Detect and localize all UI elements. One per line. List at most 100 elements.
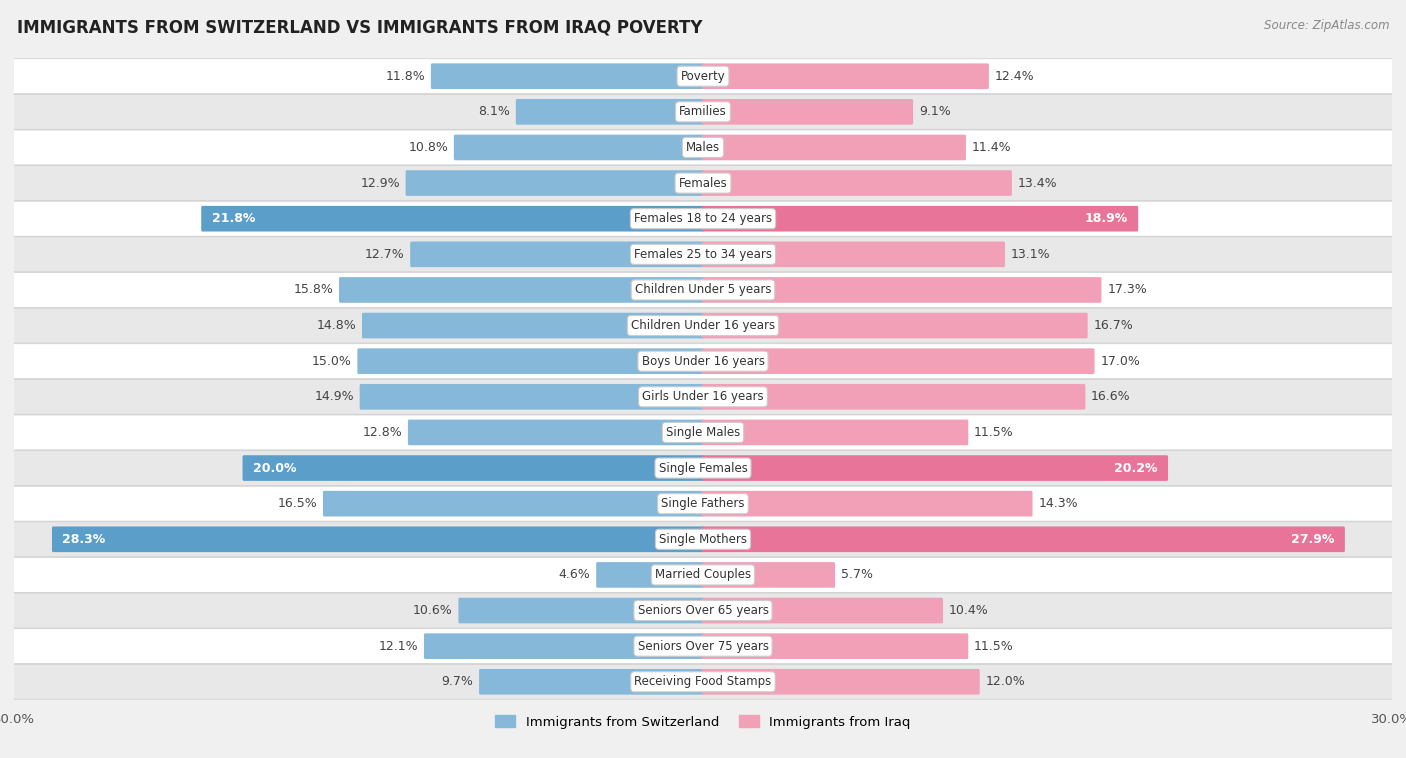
FancyBboxPatch shape: [425, 634, 704, 659]
Text: 13.4%: 13.4%: [1018, 177, 1057, 190]
Text: 4.6%: 4.6%: [558, 568, 591, 581]
Text: 12.8%: 12.8%: [363, 426, 402, 439]
FancyBboxPatch shape: [702, 99, 912, 124]
FancyBboxPatch shape: [458, 598, 704, 623]
Text: 14.9%: 14.9%: [315, 390, 354, 403]
Text: Poverty: Poverty: [681, 70, 725, 83]
Text: 11.5%: 11.5%: [974, 426, 1014, 439]
FancyBboxPatch shape: [14, 343, 1392, 379]
Text: Females: Females: [679, 177, 727, 190]
Text: 12.9%: 12.9%: [360, 177, 399, 190]
Legend: Immigrants from Switzerland, Immigrants from Iraq: Immigrants from Switzerland, Immigrants …: [491, 710, 915, 735]
Text: Single Mothers: Single Mothers: [659, 533, 747, 546]
FancyBboxPatch shape: [405, 171, 704, 196]
FancyBboxPatch shape: [14, 95, 1392, 130]
FancyBboxPatch shape: [702, 491, 1032, 516]
Text: Families: Families: [679, 105, 727, 118]
FancyBboxPatch shape: [702, 64, 988, 89]
Text: 12.1%: 12.1%: [378, 640, 418, 653]
FancyBboxPatch shape: [323, 491, 704, 516]
FancyBboxPatch shape: [14, 450, 1392, 486]
Text: 27.9%: 27.9%: [1291, 533, 1334, 546]
FancyBboxPatch shape: [702, 420, 969, 445]
Text: Children Under 16 years: Children Under 16 years: [631, 319, 775, 332]
FancyBboxPatch shape: [702, 598, 943, 623]
FancyBboxPatch shape: [702, 171, 1012, 196]
FancyBboxPatch shape: [14, 415, 1392, 450]
FancyBboxPatch shape: [596, 562, 704, 587]
FancyBboxPatch shape: [702, 669, 980, 694]
Text: 14.8%: 14.8%: [316, 319, 356, 332]
Text: Seniors Over 65 years: Seniors Over 65 years: [637, 604, 769, 617]
FancyBboxPatch shape: [339, 277, 704, 302]
Text: Source: ZipAtlas.com: Source: ZipAtlas.com: [1264, 19, 1389, 32]
FancyBboxPatch shape: [408, 420, 704, 445]
Text: 12.0%: 12.0%: [986, 675, 1025, 688]
FancyBboxPatch shape: [14, 522, 1392, 557]
Text: Married Couples: Married Couples: [655, 568, 751, 581]
FancyBboxPatch shape: [357, 349, 704, 374]
FancyBboxPatch shape: [14, 166, 1392, 201]
Text: 15.0%: 15.0%: [312, 355, 352, 368]
Text: 5.7%: 5.7%: [841, 568, 873, 581]
FancyBboxPatch shape: [702, 206, 1139, 231]
Text: 11.5%: 11.5%: [974, 640, 1014, 653]
FancyBboxPatch shape: [454, 135, 704, 160]
FancyBboxPatch shape: [702, 634, 969, 659]
Text: 20.2%: 20.2%: [1114, 462, 1157, 475]
FancyBboxPatch shape: [14, 593, 1392, 628]
Text: Single Fathers: Single Fathers: [661, 497, 745, 510]
Text: 12.4%: 12.4%: [994, 70, 1035, 83]
FancyBboxPatch shape: [479, 669, 704, 694]
Text: 21.8%: 21.8%: [211, 212, 254, 225]
FancyBboxPatch shape: [14, 201, 1392, 236]
FancyBboxPatch shape: [361, 313, 704, 338]
FancyBboxPatch shape: [14, 379, 1392, 415]
Text: 14.3%: 14.3%: [1038, 497, 1078, 510]
Text: 16.7%: 16.7%: [1094, 319, 1133, 332]
FancyBboxPatch shape: [702, 456, 1168, 481]
Text: 10.4%: 10.4%: [949, 604, 988, 617]
Text: Boys Under 16 years: Boys Under 16 years: [641, 355, 765, 368]
FancyBboxPatch shape: [702, 242, 1005, 267]
FancyBboxPatch shape: [14, 130, 1392, 165]
Text: 13.1%: 13.1%: [1011, 248, 1050, 261]
Text: 15.8%: 15.8%: [294, 283, 333, 296]
Text: Females 25 to 34 years: Females 25 to 34 years: [634, 248, 772, 261]
Text: 9.1%: 9.1%: [920, 105, 950, 118]
Text: Males: Males: [686, 141, 720, 154]
Text: 11.8%: 11.8%: [385, 70, 425, 83]
Text: 11.4%: 11.4%: [972, 141, 1011, 154]
FancyBboxPatch shape: [14, 272, 1392, 308]
Text: 16.6%: 16.6%: [1091, 390, 1130, 403]
FancyBboxPatch shape: [516, 99, 704, 124]
FancyBboxPatch shape: [14, 236, 1392, 272]
FancyBboxPatch shape: [14, 59, 1392, 94]
Text: 8.1%: 8.1%: [478, 105, 510, 118]
Text: 18.9%: 18.9%: [1084, 212, 1128, 225]
FancyBboxPatch shape: [14, 628, 1392, 663]
Text: Seniors Over 75 years: Seniors Over 75 years: [637, 640, 769, 653]
FancyBboxPatch shape: [14, 308, 1392, 343]
Text: 20.0%: 20.0%: [253, 462, 297, 475]
FancyBboxPatch shape: [702, 527, 1346, 552]
FancyBboxPatch shape: [52, 527, 704, 552]
FancyBboxPatch shape: [201, 206, 704, 231]
Text: 10.6%: 10.6%: [413, 604, 453, 617]
FancyBboxPatch shape: [702, 562, 835, 587]
Text: Children Under 5 years: Children Under 5 years: [634, 283, 772, 296]
FancyBboxPatch shape: [243, 456, 704, 481]
Text: 16.5%: 16.5%: [277, 497, 318, 510]
Text: 17.3%: 17.3%: [1107, 283, 1147, 296]
Text: 17.0%: 17.0%: [1101, 355, 1140, 368]
Text: Receiving Food Stamps: Receiving Food Stamps: [634, 675, 772, 688]
FancyBboxPatch shape: [702, 349, 1094, 374]
Text: 28.3%: 28.3%: [62, 533, 105, 546]
Text: Girls Under 16 years: Girls Under 16 years: [643, 390, 763, 403]
Text: 12.7%: 12.7%: [364, 248, 405, 261]
Text: Females 18 to 24 years: Females 18 to 24 years: [634, 212, 772, 225]
FancyBboxPatch shape: [702, 313, 1088, 338]
FancyBboxPatch shape: [430, 64, 704, 89]
Text: 9.7%: 9.7%: [441, 675, 474, 688]
FancyBboxPatch shape: [14, 486, 1392, 522]
